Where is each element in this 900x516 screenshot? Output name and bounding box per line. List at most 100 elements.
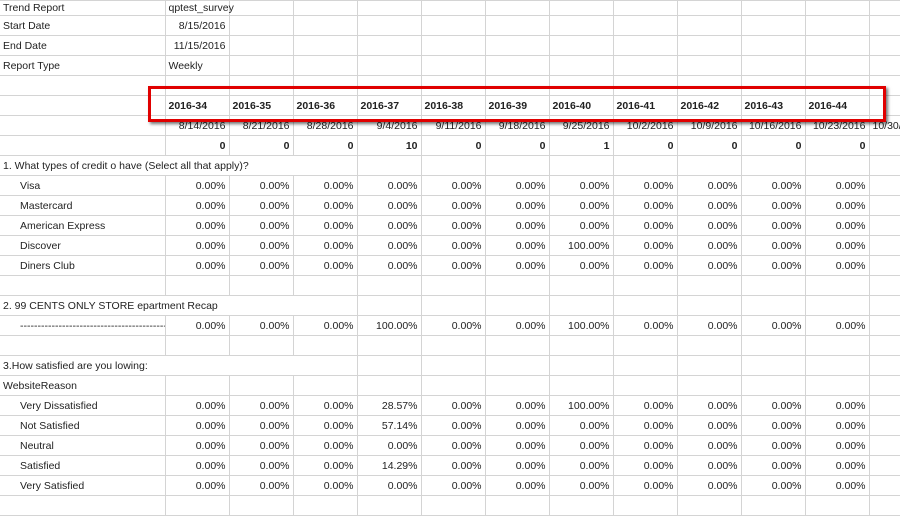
empty-cell[interactable] <box>484 0 550 16</box>
answer-label[interactable]: Diners Club <box>0 255 166 276</box>
answer-percent[interactable]: 0.00% <box>292 435 358 456</box>
week-start-date[interactable]: 8/21/2016 <box>228 115 294 136</box>
answer-percent[interactable]: 0.00% <box>292 175 358 196</box>
answer-percent[interactable]: 0.00% <box>164 175 230 196</box>
empty-cell[interactable] <box>676 275 742 296</box>
empty-cell[interactable] <box>484 55 550 76</box>
empty-cell[interactable] <box>612 0 678 16</box>
empty-cell[interactable] <box>804 335 870 356</box>
empty-cell[interactable] <box>612 295 678 316</box>
answer-percent[interactable]: 0.00% <box>292 415 358 436</box>
empty-cell[interactable] <box>292 275 358 296</box>
empty-cell[interactable] <box>548 35 614 56</box>
week-start-date[interactable]: 9/11/2016 <box>420 115 486 136</box>
week-start-date[interactable]: 8/28/2016 <box>292 115 358 136</box>
empty-cell[interactable] <box>292 375 358 396</box>
answer-percent[interactable]: 0.00% <box>612 455 678 476</box>
answer-percent[interactable]: 0.00% <box>164 195 230 216</box>
start-date-value[interactable]: 8/15/2016 <box>164 15 230 36</box>
empty-cell[interactable] <box>804 155 870 176</box>
empty-cell[interactable] <box>356 75 422 96</box>
empty-cell[interactable] <box>484 75 550 96</box>
empty-cell[interactable] <box>548 55 614 76</box>
answer-percent[interactable]: 0.00% <box>548 435 614 456</box>
empty-cell[interactable] <box>484 295 550 316</box>
empty-cell[interactable] <box>868 275 900 296</box>
answer-percent[interactable]: 0.00% <box>292 315 358 336</box>
answer-percent[interactable]: 0.00% <box>484 315 550 336</box>
answer-percent[interactable]: 0.00% <box>740 395 806 416</box>
empty-cell[interactable] <box>356 335 422 356</box>
answer-percent[interactable]: 0.00% <box>292 455 358 476</box>
answer-percent[interactable]: 0.00% <box>228 455 294 476</box>
answer-percent[interactable]: 0.00% <box>548 415 614 436</box>
empty-cell[interactable] <box>740 55 806 76</box>
answer-percent[interactable]: 0.00% <box>228 395 294 416</box>
answer-percent[interactable]: 0.00% <box>484 175 550 196</box>
empty-cell[interactable] <box>868 355 900 376</box>
answer-percent[interactable]: 0.00% <box>292 235 358 256</box>
answer-percent[interactable]: 0.00% <box>740 235 806 256</box>
empty-cell[interactable] <box>356 355 422 376</box>
empty-cell[interactable] <box>740 15 806 36</box>
answer-percent[interactable]: 0.00% <box>804 215 870 236</box>
empty-cell[interactable] <box>420 275 486 296</box>
answer-percent[interactable]: 0.00% <box>164 455 230 476</box>
empty-cell[interactable] <box>292 15 358 36</box>
answer-percent[interactable]: 0.00% <box>484 475 550 496</box>
answer-percent[interactable]: 0.00% <box>164 215 230 236</box>
answer-percent[interactable]: 0.00% <box>484 415 550 436</box>
answer-percent[interactable]: 0.00% <box>356 195 422 216</box>
empty-cell[interactable] <box>292 55 358 76</box>
answer-percent[interactable]: 0.00% <box>676 435 742 456</box>
answer-label[interactable]: American Express <box>0 215 166 236</box>
answer-percent[interactable]: 0.00% <box>356 235 422 256</box>
empty-cell[interactable] <box>804 275 870 296</box>
answer-percent[interactable]: 0.00% <box>228 475 294 496</box>
empty-cell[interactable] <box>676 355 742 376</box>
empty-cell[interactable] <box>612 375 678 396</box>
answer-percent[interactable]: 0.00% <box>420 215 486 236</box>
empty-cell[interactable] <box>868 135 900 156</box>
empty-cell[interactable] <box>420 335 486 356</box>
answer-percent[interactable]: 0.00% <box>804 255 870 276</box>
empty-cell[interactable] <box>164 375 230 396</box>
answer-percent[interactable]: 0.00% <box>804 315 870 336</box>
question-subtitle[interactable]: WebsiteReason <box>0 375 166 396</box>
empty-cell[interactable] <box>292 35 358 56</box>
answer-percent[interactable]: 0.00% <box>164 395 230 416</box>
empty-cell[interactable] <box>420 55 486 76</box>
response-count[interactable]: 0 <box>228 135 294 156</box>
empty-cell[interactable] <box>868 15 900 36</box>
answer-percent[interactable]: 0.00% <box>228 415 294 436</box>
empty-cell[interactable] <box>228 335 294 356</box>
empty-cell[interactable] <box>484 355 550 376</box>
answer-percent[interactable]: 0.00% <box>420 175 486 196</box>
week-start-date[interactable]: 9/25/2016 <box>548 115 614 136</box>
empty-cell[interactable] <box>292 0 358 16</box>
empty-cell[interactable] <box>0 115 166 136</box>
empty-cell[interactable] <box>868 455 900 476</box>
empty-cell[interactable] <box>484 35 550 56</box>
empty-cell[interactable] <box>868 215 900 236</box>
answer-percent[interactable]: 0.00% <box>228 315 294 336</box>
response-count[interactable]: 0 <box>420 135 486 156</box>
empty-cell[interactable] <box>740 275 806 296</box>
answer-percent[interactable]: 0.00% <box>612 315 678 336</box>
answer-percent[interactable]: 0.00% <box>292 395 358 416</box>
empty-cell[interactable] <box>612 55 678 76</box>
answer-percent[interactable]: 0.00% <box>740 455 806 476</box>
answer-percent[interactable]: 0.00% <box>484 235 550 256</box>
empty-cell[interactable] <box>676 75 742 96</box>
answer-percent[interactable]: 0.00% <box>420 435 486 456</box>
empty-cell[interactable] <box>868 435 900 456</box>
answer-percent[interactable]: 14.29% <box>356 455 422 476</box>
empty-cell[interactable] <box>484 15 550 36</box>
empty-cell[interactable] <box>548 75 614 96</box>
response-count[interactable]: 0 <box>164 135 230 156</box>
answer-percent[interactable]: 0.00% <box>740 195 806 216</box>
answer-percent[interactable]: 0.00% <box>420 475 486 496</box>
answer-percent[interactable]: 0.00% <box>548 215 614 236</box>
empty-cell[interactable] <box>548 295 614 316</box>
